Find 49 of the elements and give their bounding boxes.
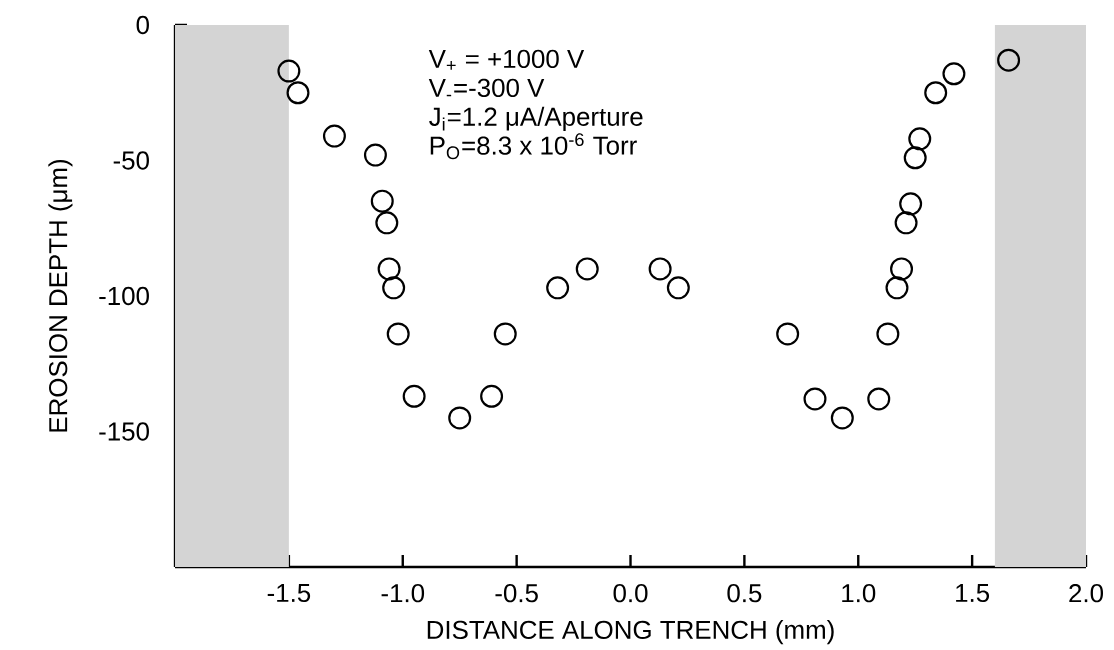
x-tick-label: -1.5 — [267, 584, 311, 603]
point — [448, 406, 472, 430]
point — [375, 211, 399, 235]
annotation: J$_{i}$=1.2 μA/Aperture — [429, 106, 643, 132]
point — [894, 211, 918, 235]
point — [666, 276, 690, 300]
y-tick-label: -100 — [99, 286, 149, 306]
point — [546, 276, 570, 300]
point — [899, 192, 923, 216]
y-tick-label: -50 — [113, 151, 149, 170]
x-tick-label: 1.5 — [956, 584, 990, 603]
point — [402, 384, 426, 408]
point — [803, 387, 827, 411]
annotation: V$_{-}$=-300 V — [428, 78, 545, 98]
point — [830, 406, 854, 430]
x-tick-label: 0.5 — [727, 584, 762, 603]
point — [493, 322, 517, 346]
point — [370, 189, 394, 213]
point — [876, 322, 900, 346]
point — [363, 143, 387, 167]
x-tick-label: -1.0 — [381, 584, 425, 603]
x-tick-label: 0.0 — [613, 584, 648, 603]
point — [386, 322, 410, 346]
point — [997, 48, 1021, 72]
point — [575, 257, 599, 281]
point — [277, 59, 301, 83]
point — [776, 322, 800, 346]
point — [908, 127, 932, 151]
point — [648, 257, 672, 281]
y-axis-title: EROSION DEPTH (μm) — [48, 159, 73, 432]
point — [480, 384, 504, 408]
point — [286, 81, 310, 105]
annotation: P$_{O}$=8.3 x 10$^{-6}$ Torr — [430, 133, 637, 160]
y-tick-label: -150 — [99, 422, 149, 441]
point — [377, 257, 401, 281]
x-tick-label: 1.0 — [842, 584, 876, 603]
point — [924, 81, 948, 105]
x-tick-label: 2.0 — [1069, 584, 1104, 603]
point — [867, 387, 891, 411]
point — [885, 276, 909, 300]
point — [322, 124, 346, 148]
annotation: V$_{+}$ = +1000 V — [428, 49, 585, 70]
x-axis-title: DISTANCE ALONG TRENCH (mm) — [427, 620, 834, 645]
x-tick-label: -0.5 — [495, 584, 538, 603]
point — [942, 62, 966, 86]
point — [382, 276, 406, 300]
y-tick-label: 0 — [136, 15, 149, 35]
point — [903, 146, 927, 170]
point — [890, 257, 914, 281]
